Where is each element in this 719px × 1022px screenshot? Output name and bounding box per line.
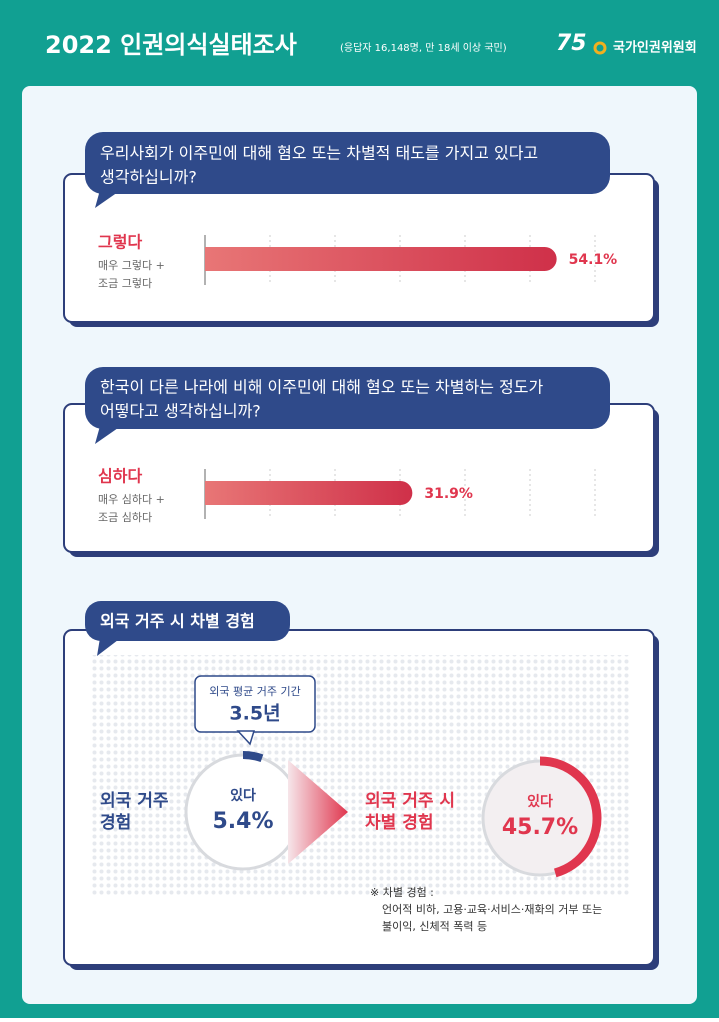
subtitle: (응답자 16,148명, 만 18세 이상 국민) [340, 42, 507, 54]
donut-arc [539, 756, 602, 878]
logo-number: 75 [556, 31, 587, 56]
bar [205, 481, 413, 505]
logo-mark [593, 41, 607, 55]
question-text: 우리사회가 이주민에 대해 혐오 또는 차별적 태도를 가지고 있다고 [100, 144, 538, 163]
bar [205, 247, 557, 271]
note: 불이익, 신체적 폭력 등 [382, 920, 487, 933]
title: 2022 인권의식실태조사 [45, 31, 297, 59]
experience-label: 경험 [100, 812, 131, 833]
value-label: 54.1% [569, 252, 618, 268]
donut-arc [242, 751, 264, 763]
answer: 그렇다 [98, 233, 142, 252]
answer: 심하다 [98, 467, 142, 486]
question-text: 어떻다고 생각하십니까? [100, 402, 261, 421]
section-bubble [85, 601, 290, 641]
donut-value: 45.7% [502, 815, 578, 840]
question-bubble [85, 367, 610, 429]
callout-box [194, 675, 316, 733]
donut-answer: 있다 [527, 794, 553, 810]
answer-detail: 조금 심하다 [98, 510, 152, 524]
question-bubble [85, 132, 610, 194]
stay-value: 3.5년 [229, 703, 280, 725]
question-text: 생각하십니까? [100, 168, 197, 187]
donut-answer: 있다 [230, 788, 256, 804]
discrimination-label: 차별 경험 [365, 812, 433, 833]
bubble-tail [95, 426, 118, 444]
value-label: 31.9% [424, 486, 473, 502]
bubble-tail [95, 190, 118, 208]
stay-label: 외국 평균 거주 기간 [209, 685, 300, 698]
callout-tail [236, 730, 256, 746]
donut-value: 5.4% [212, 809, 273, 834]
answer-detail: 조금 그렇다 [98, 277, 152, 290]
arrow [288, 760, 348, 864]
discrimination-label: 외국 거주 시 [365, 791, 455, 811]
experience-label: 외국 거주 [100, 791, 169, 811]
logo-org: 국가인권위원회 [613, 40, 697, 56]
answer-detail: 매우 그렇다 + [98, 259, 165, 272]
answer-detail: 매우 심하다 + [98, 492, 165, 506]
note: ※ 차별 경험 : [370, 886, 434, 899]
section-title: 외국 거주 시 차별 경험 [100, 612, 255, 631]
bubble-tail [97, 638, 118, 656]
question-text: 한국이 다른 나라에 비해 이주민에 대해 혐오 또는 차별하는 정도가 [100, 378, 543, 397]
note: 언어적 비하, 고용·교육·서비스·재화의 거부 또는 [382, 902, 602, 916]
